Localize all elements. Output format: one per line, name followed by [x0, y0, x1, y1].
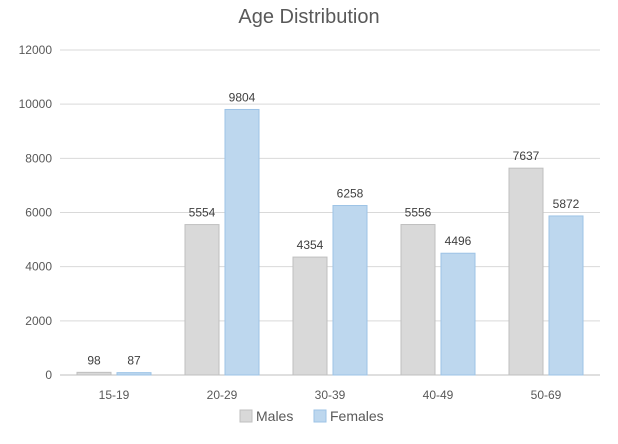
bar-males-50-69: [508, 167, 544, 376]
data-label-females-50-69: 5872: [553, 197, 580, 211]
x-tick-label: 50-69: [531, 388, 562, 402]
data-label-females-40-49: 4496: [445, 234, 472, 248]
data-label-males-20-29: 5554: [189, 206, 216, 220]
x-tick-label: 20-29: [207, 388, 238, 402]
bar-males-20-29: [184, 224, 220, 376]
bar-females-20-29: [224, 108, 260, 376]
bar-males-40-49: [400, 224, 436, 376]
data-label-males-15-19: 98: [87, 353, 101, 367]
y-tick-label: 10000: [19, 97, 53, 111]
y-tick-label: 6000: [25, 206, 52, 220]
data-label-females-15-19: 87: [127, 354, 141, 368]
legend-label-females: Females: [330, 408, 384, 424]
legend-swatch-females: [313, 409, 327, 423]
y-tick-label: 12000: [19, 43, 53, 57]
y-tick-label: 2000: [25, 314, 52, 328]
y-tick-label: 8000: [25, 151, 52, 165]
chart-title: Age Distribution: [238, 6, 380, 28]
bar-females-15-19: [116, 372, 152, 376]
data-label-females-30-39: 6258: [337, 187, 364, 201]
data-label-males-30-39: 4354: [297, 238, 324, 252]
bar-females-50-69: [548, 215, 584, 376]
data-label-males-50-69: 7637: [513, 149, 540, 163]
legend-label-males: Males: [256, 408, 293, 424]
legend-swatch-males: [239, 409, 253, 423]
data-label-males-40-49: 5556: [405, 206, 432, 220]
x-tick-label: 15-19: [99, 388, 130, 402]
bar-females-30-39: [332, 205, 368, 376]
data-label-females-20-29: 9804: [229, 90, 256, 104]
bar-males-15-19: [76, 371, 112, 376]
bar-males-30-39: [292, 256, 328, 376]
bar-females-40-49: [440, 252, 476, 376]
x-tick-label: 30-39: [315, 388, 346, 402]
x-tick-label: 40-49: [423, 388, 454, 402]
y-tick-label: 4000: [25, 260, 52, 274]
y-tick-label: 0: [45, 368, 52, 382]
